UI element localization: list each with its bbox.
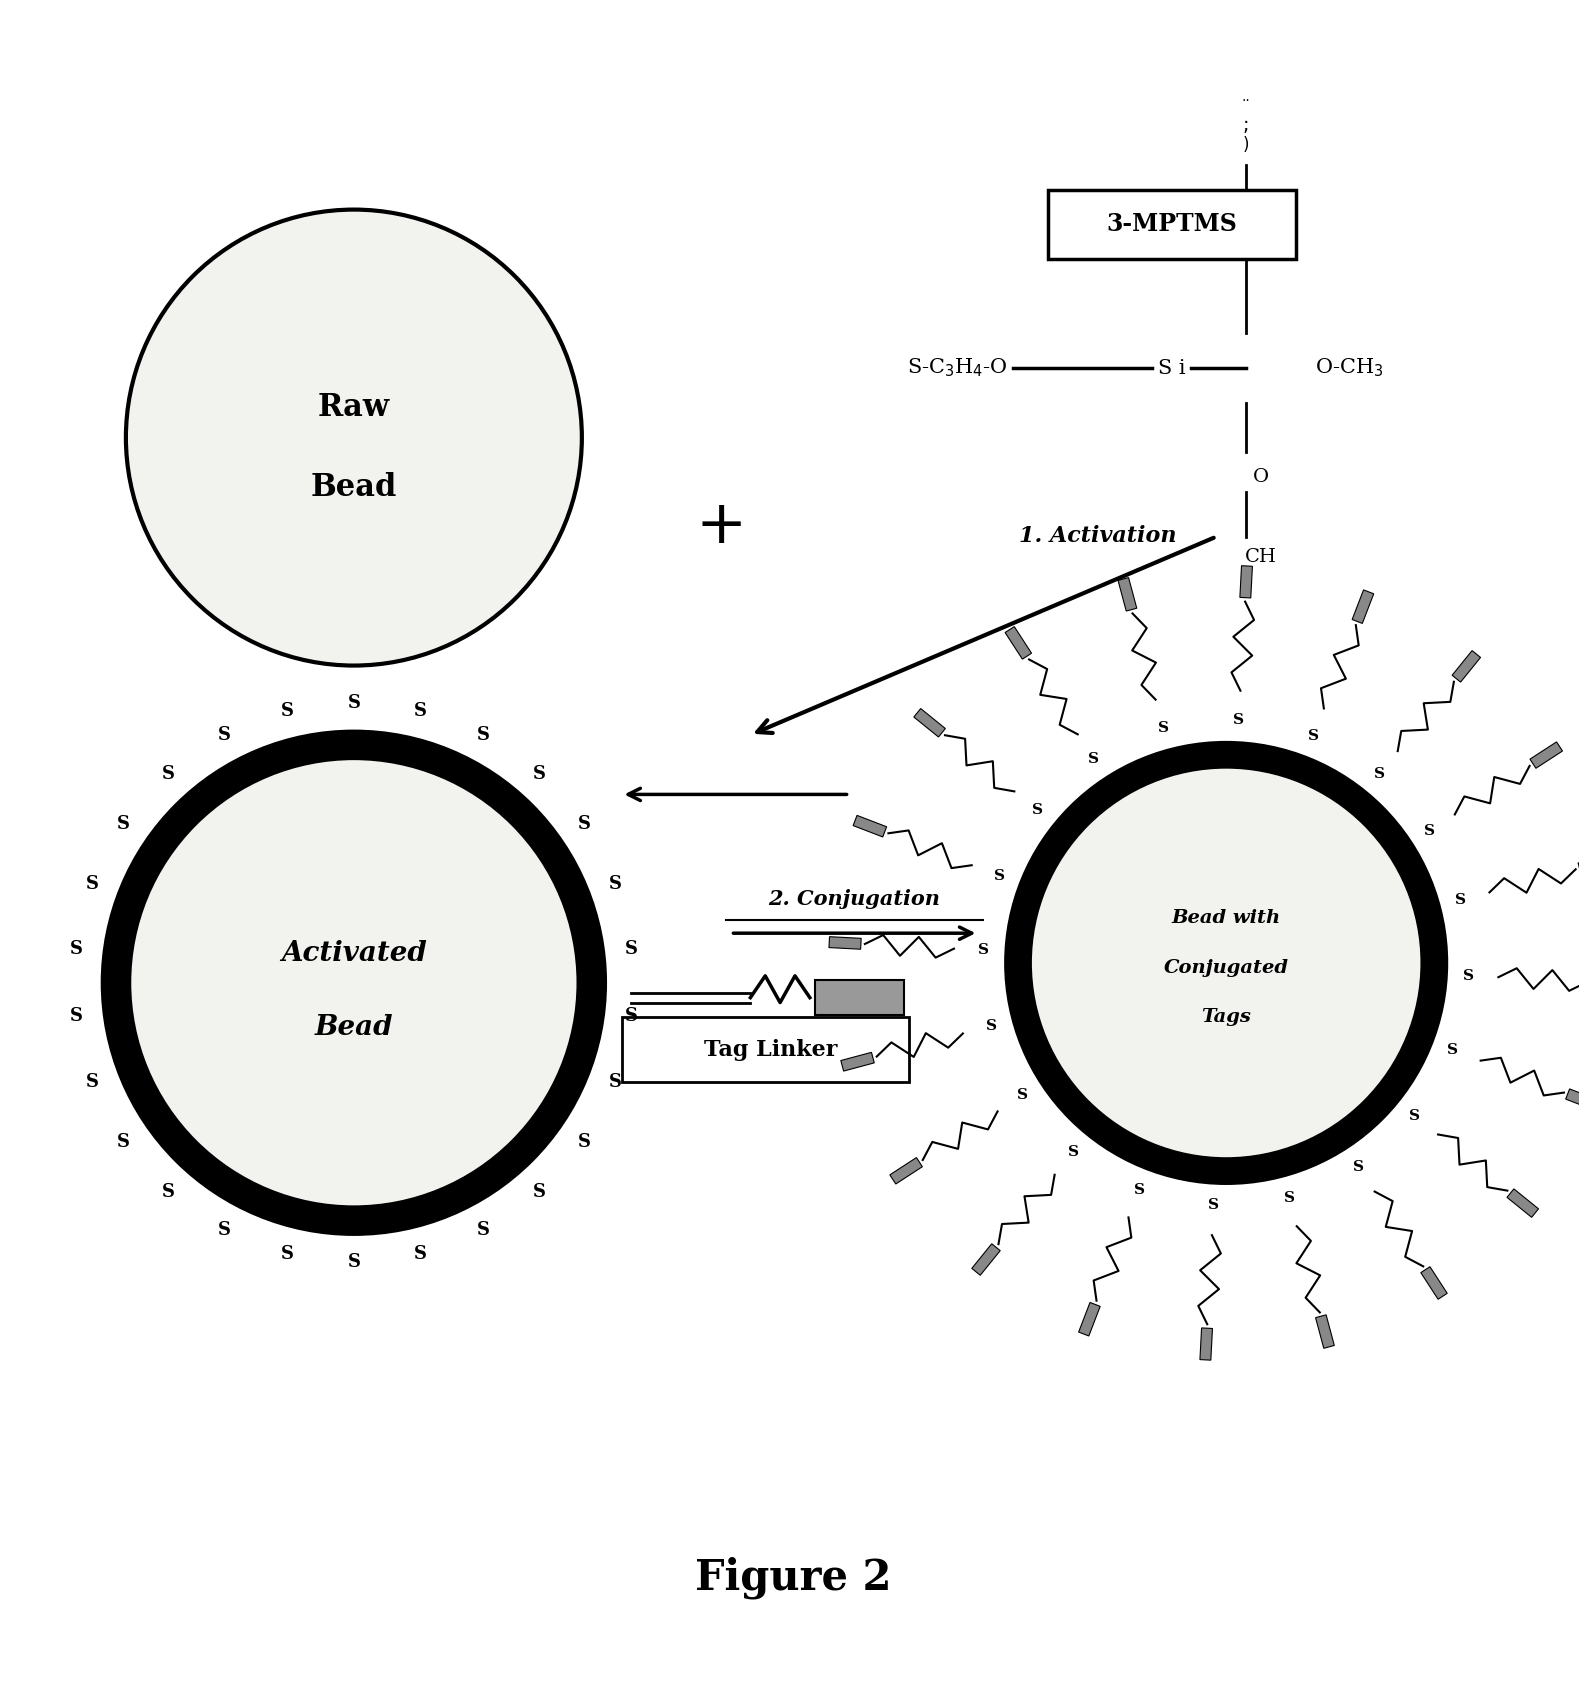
- Text: S: S: [1353, 1160, 1364, 1174]
- Text: S: S: [577, 815, 590, 834]
- Circle shape: [116, 744, 592, 1221]
- Text: S: S: [609, 874, 622, 893]
- Bar: [1530, 743, 1562, 768]
- Text: Bead: Bead: [311, 472, 396, 502]
- Text: S: S: [577, 1133, 590, 1150]
- Text: 2. Conjugation: 2. Conjugation: [769, 889, 940, 908]
- Bar: [890, 1157, 923, 1184]
- Text: S: S: [1448, 1042, 1459, 1058]
- Text: Tags: Tags: [1201, 1009, 1251, 1027]
- Circle shape: [125, 209, 582, 665]
- Bar: [1006, 626, 1031, 658]
- Text: S: S: [1134, 1182, 1145, 1197]
- Text: S: S: [1464, 968, 1475, 983]
- Text: O-CH$_3$: O-CH$_3$: [1315, 357, 1385, 379]
- Text: 1. Activation: 1. Activation: [1018, 525, 1177, 547]
- FancyBboxPatch shape: [622, 1017, 909, 1081]
- Text: S i: S i: [1158, 359, 1185, 377]
- Text: Tag Linker: Tag Linker: [704, 1039, 837, 1061]
- Text: S-C$_3$H$_4$-O: S-C$_3$H$_4$-O: [907, 357, 1009, 379]
- Bar: [1421, 1266, 1448, 1300]
- Text: S: S: [1373, 768, 1385, 781]
- Bar: [1565, 1090, 1586, 1110]
- Text: S: S: [117, 815, 130, 834]
- Bar: [853, 815, 887, 837]
- Text: Bead with: Bead with: [1172, 909, 1281, 928]
- Bar: [1118, 578, 1137, 611]
- Text: S: S: [477, 1221, 490, 1239]
- Text: S: S: [1424, 823, 1435, 837]
- Text: S: S: [117, 1133, 130, 1150]
- Text: S: S: [1017, 1088, 1028, 1103]
- Text: S: S: [281, 1244, 293, 1263]
- Text: S: S: [347, 1253, 360, 1271]
- Text: S: S: [86, 1073, 98, 1091]
- Bar: [1315, 1315, 1334, 1349]
- Text: S: S: [533, 765, 546, 783]
- Text: S: S: [414, 702, 427, 721]
- Text: S: S: [609, 1073, 622, 1091]
- Text: S: S: [70, 940, 82, 958]
- Text: ··: ··: [1242, 94, 1250, 108]
- Text: S: S: [347, 694, 360, 712]
- Text: S: S: [217, 1221, 230, 1239]
- Text: S: S: [1283, 1191, 1294, 1204]
- Circle shape: [1018, 754, 1434, 1170]
- Bar: [1578, 855, 1586, 874]
- Text: S: S: [414, 1244, 427, 1263]
- Text: S: S: [86, 874, 98, 893]
- Text: Activated: Activated: [281, 940, 427, 967]
- Text: O: O: [1253, 468, 1269, 487]
- Text: S: S: [1088, 753, 1099, 766]
- Text: +: +: [695, 497, 747, 556]
- Bar: [972, 1244, 1001, 1275]
- Text: S: S: [1032, 803, 1044, 817]
- Text: S: S: [1158, 721, 1169, 736]
- Text: S: S: [994, 869, 1006, 882]
- Bar: [815, 980, 904, 1015]
- Bar: [829, 936, 861, 950]
- Bar: [914, 709, 945, 738]
- Text: S: S: [162, 1182, 174, 1201]
- Text: S: S: [625, 1007, 638, 1026]
- Text: S: S: [1234, 714, 1245, 727]
- Text: Conjugated: Conjugated: [1164, 958, 1289, 977]
- Text: S: S: [1410, 1108, 1421, 1123]
- Text: S: S: [1067, 1145, 1078, 1159]
- Text: S: S: [986, 1019, 998, 1032]
- Bar: [1453, 650, 1481, 682]
- Bar: [841, 1052, 874, 1071]
- Bar: [1240, 566, 1253, 598]
- Text: S: S: [1456, 893, 1465, 908]
- Text: S: S: [1308, 729, 1318, 743]
- Bar: [1201, 1329, 1212, 1361]
- Text: Raw: Raw: [317, 392, 390, 423]
- Text: S: S: [70, 1007, 82, 1026]
- Text: Figure 2: Figure 2: [695, 1556, 891, 1598]
- Text: S: S: [1209, 1199, 1220, 1212]
- Text: S: S: [162, 765, 174, 783]
- Text: S: S: [625, 940, 638, 958]
- Text: CH: CH: [1245, 547, 1277, 566]
- Bar: [1353, 589, 1373, 623]
- Bar: [1507, 1189, 1538, 1218]
- Text: 3-MPTMS: 3-MPTMS: [1107, 212, 1237, 236]
- Bar: [1078, 1302, 1101, 1335]
- Text: S: S: [281, 702, 293, 721]
- FancyBboxPatch shape: [1048, 190, 1296, 259]
- Text: S: S: [979, 943, 990, 957]
- Text: S: S: [477, 726, 490, 744]
- Text: S: S: [533, 1182, 546, 1201]
- Text: ;: ;: [1243, 116, 1250, 135]
- Text: ): ): [1243, 136, 1250, 155]
- Text: S: S: [217, 726, 230, 744]
- Text: Bead: Bead: [314, 1014, 393, 1041]
